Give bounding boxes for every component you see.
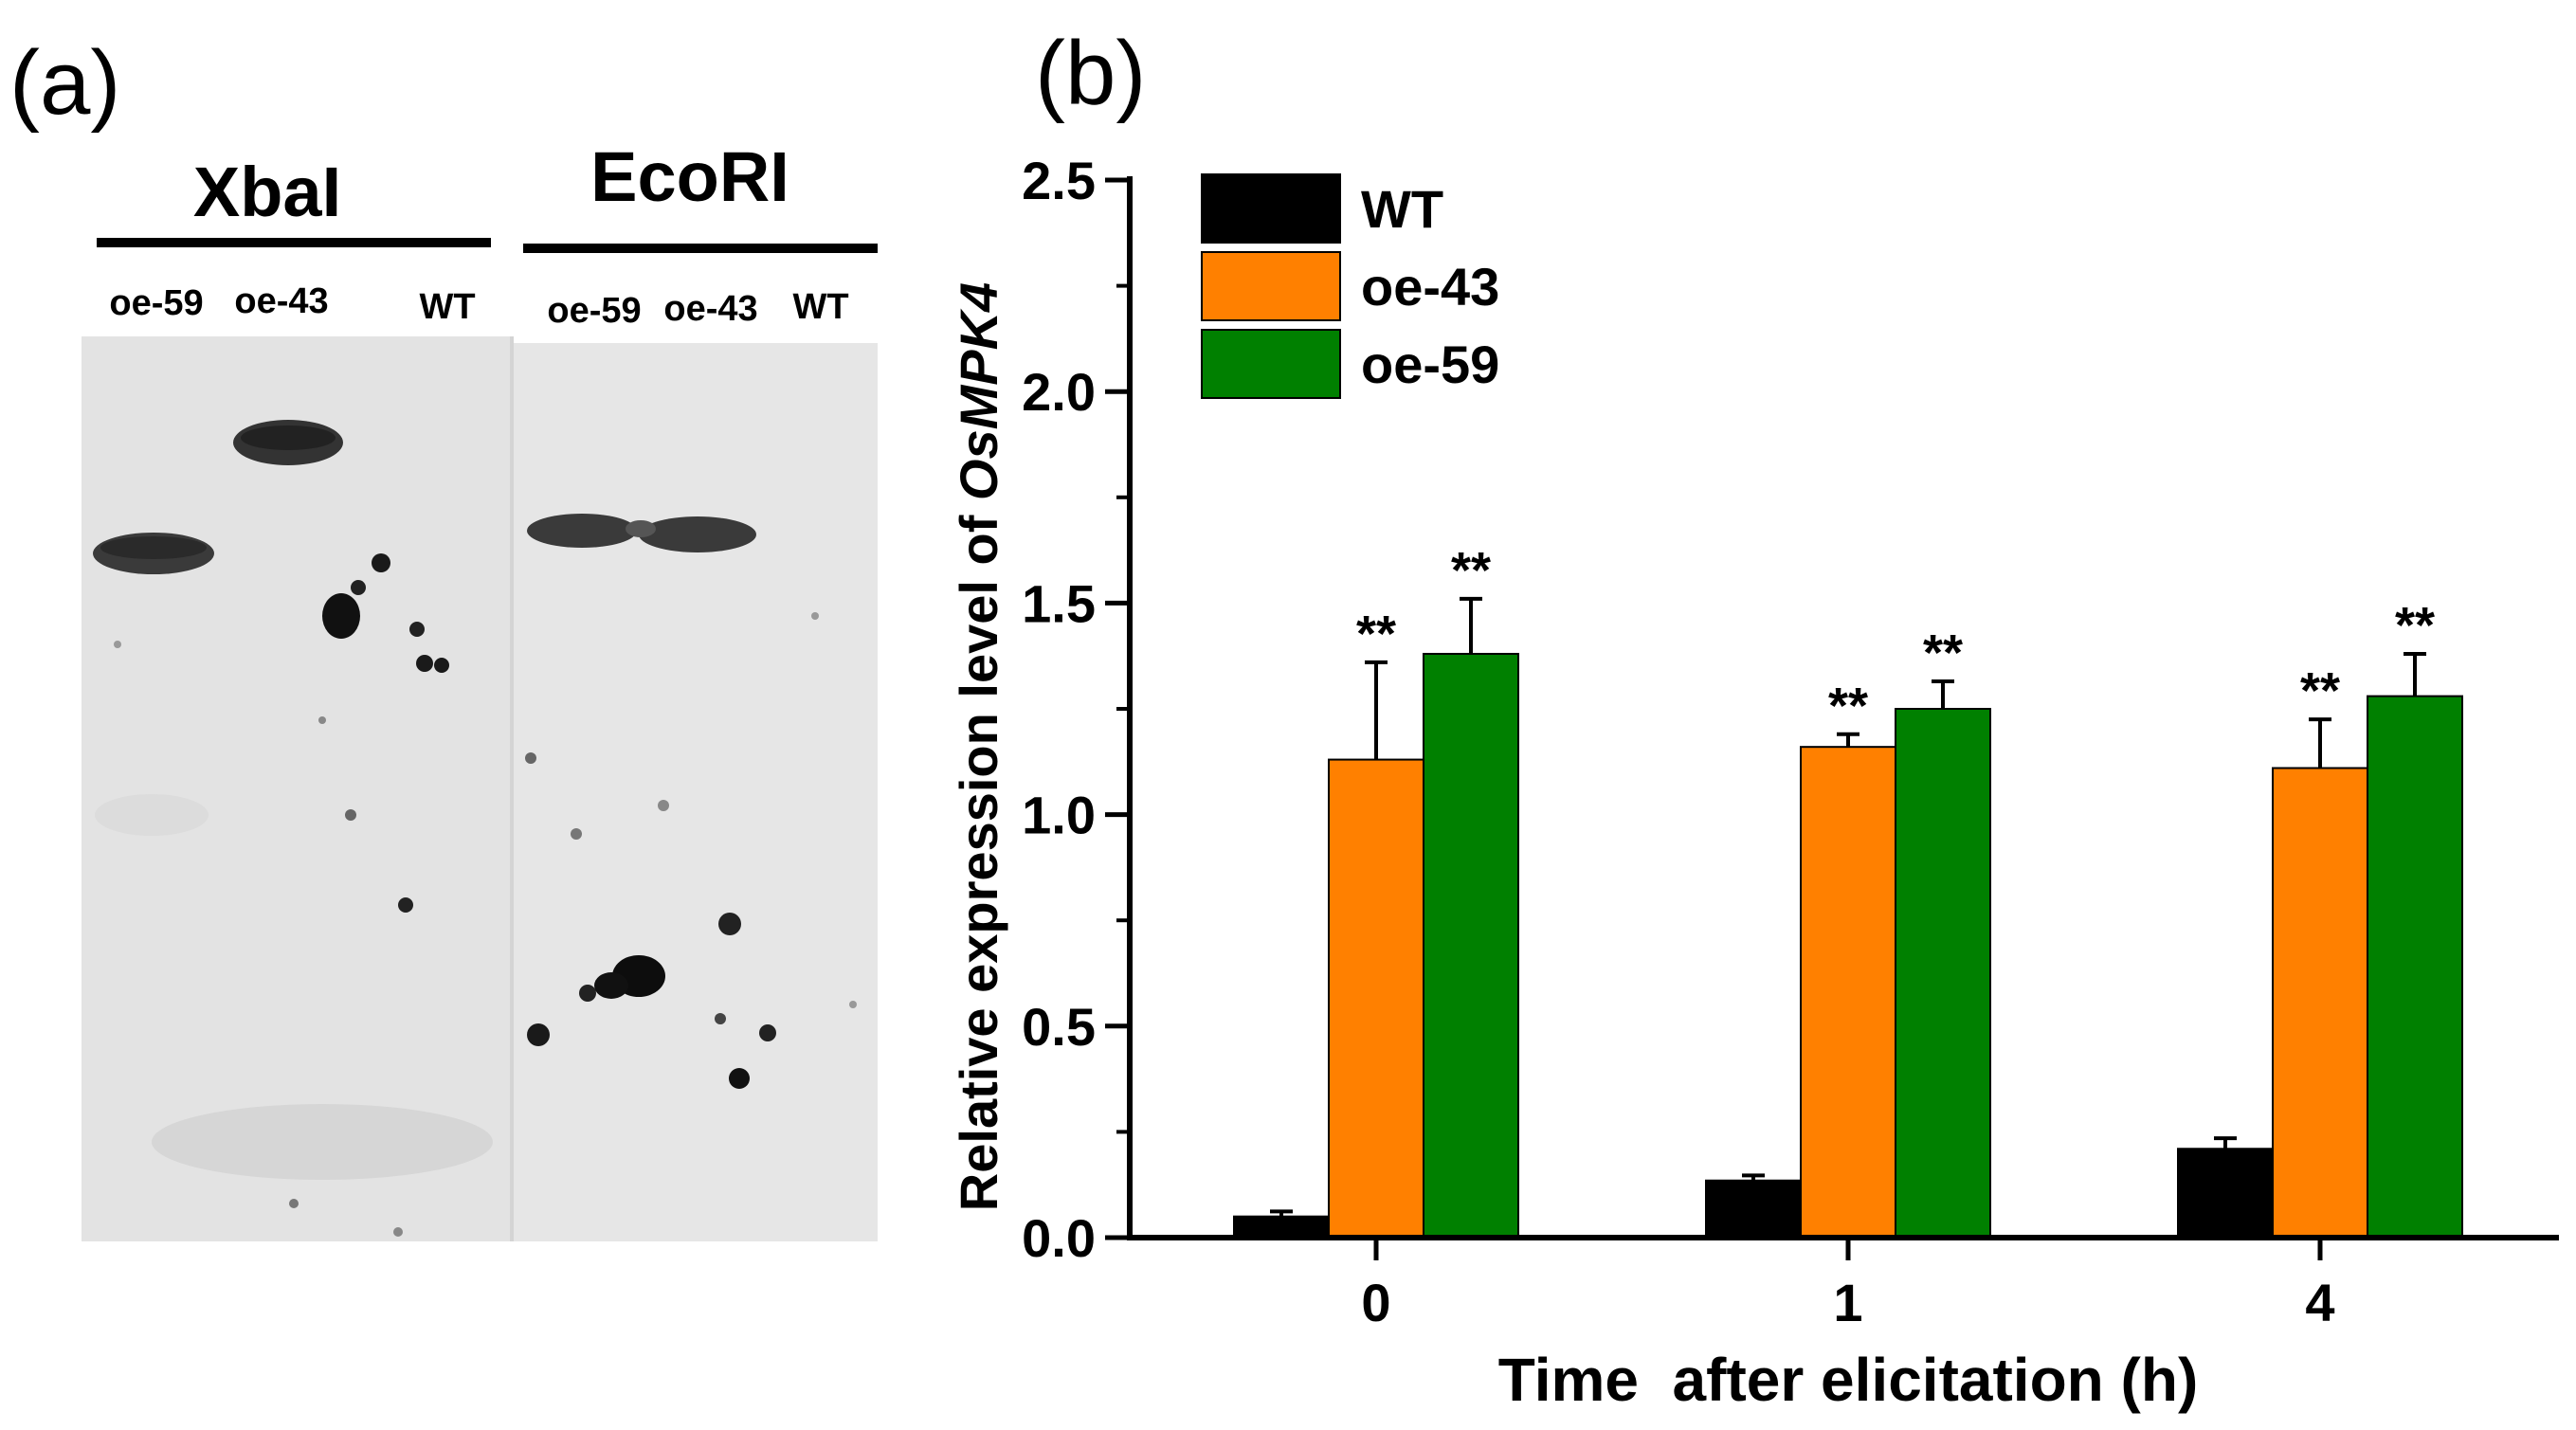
southern-blot-image: [82, 336, 878, 1241]
x-axis-title: Time after elicitation (h): [1498, 1346, 2199, 1414]
y-tick-label-1.0: 1.0: [1022, 786, 1096, 845]
panel-b-label: (b): [1035, 23, 1146, 124]
legend-swatch-WT: [1201, 173, 1341, 244]
bar-oe-59-1: [1895, 708, 1991, 1239]
significance-oe-59-1: **: [1923, 624, 1963, 681]
enzyme-label-xbai: XbaI: [193, 153, 341, 231]
legend-swatch-oe-59: [1201, 329, 1341, 399]
legend-label-oe-43: oe-43: [1361, 257, 1499, 317]
lane-label-xbai-wt: WT: [419, 287, 475, 327]
bar-oe-59-4: [2367, 695, 2463, 1239]
lane-label-ecori-wt: WT: [792, 287, 848, 327]
band-ecori-oe59: [527, 514, 637, 548]
band-ecori-oe43: [639, 516, 756, 552]
bar-chart: ** ** ** ** ** ** 0.0 0.5 1.0 1.5 2.0 2.5 0 1 4 Time af…: [949, 151, 2559, 1414]
y-tick-label-0.5: 0.5: [1022, 997, 1096, 1057]
panel-a-label: (a): [9, 32, 120, 134]
bar-oe-59-0: [1423, 652, 1519, 1239]
lane-label-ecori-oe59: oe-59: [547, 291, 641, 331]
legend-label-oe-59: oe-59: [1361, 335, 1499, 394]
bar-WT-0: [1233, 1215, 1330, 1240]
lane-label-ecori-oe43: oe-43: [663, 289, 757, 329]
x-tick-label-0: 0: [1361, 1273, 1390, 1332]
bar-WT-1: [1705, 1179, 1802, 1239]
significance-oe-59-4: **: [2395, 597, 2435, 654]
y-axis-title-gene: OsMPK4: [949, 282, 1008, 500]
legend-label-WT: WT: [1361, 179, 1443, 239]
bar-oe-43-1: [1800, 746, 1896, 1239]
lane-label-xbai-oe59: oe-59: [109, 283, 203, 323]
y-tick-label-0.0: 0.0: [1022, 1208, 1096, 1268]
significance-oe-59-0: **: [1451, 542, 1491, 599]
y-tick-label-2.5: 2.5: [1022, 151, 1096, 210]
significance-oe-43-0: **: [1356, 606, 1396, 662]
y-axis-title: Relative expression level of OsMPK4: [949, 282, 1008, 1211]
x-tick-label-1: 1: [1833, 1273, 1862, 1332]
bar-oe-43-4: [2272, 767, 2368, 1239]
significance-oe-43-1: **: [1828, 678, 1868, 734]
legend-swatch-oe-43: [1201, 251, 1341, 321]
enzyme-label-ecori: EcoRI: [590, 137, 789, 216]
y-axis-title-prefix: Relative expression level of: [949, 500, 1008, 1211]
lane-label-xbai-oe43: oe-43: [234, 281, 328, 321]
significance-oe-43-4: **: [2300, 662, 2340, 719]
x-tick-label-4: 4: [2305, 1273, 2334, 1332]
y-tick-label-2.0: 2.0: [1022, 362, 1096, 422]
y-tick-label-1.5: 1.5: [1022, 573, 1096, 633]
bar-oe-43-0: [1328, 758, 1424, 1239]
bar-WT-4: [2177, 1148, 2274, 1239]
